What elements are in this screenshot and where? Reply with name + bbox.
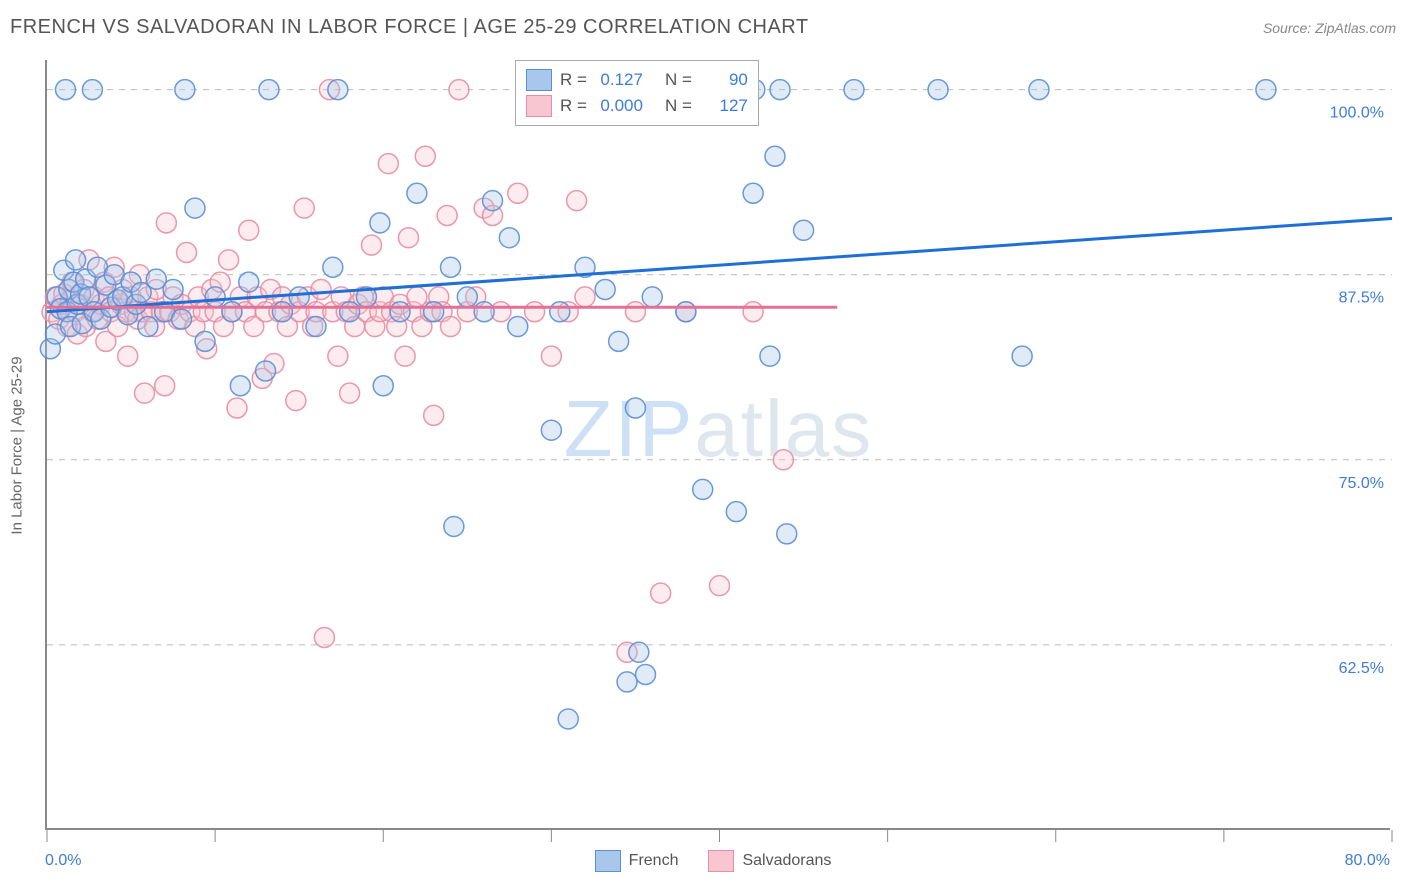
legend-label-french: French bbox=[629, 852, 679, 870]
stats-n-label: N = bbox=[665, 93, 692, 119]
swatch-salvadorans bbox=[526, 95, 552, 117]
legend-item-salvadorans: Salvadorans bbox=[708, 850, 831, 872]
x-axis-labels-row: 0.0% French Salvadorans 80.0% bbox=[45, 850, 1390, 872]
y-axis-label: In Labor Force | Age 25-29 bbox=[9, 356, 26, 534]
stats-n-label: N = bbox=[665, 67, 692, 93]
svg-text:87.5%: 87.5% bbox=[1339, 290, 1384, 307]
svg-text:100.0%: 100.0% bbox=[1330, 105, 1384, 122]
y-axis-label-container: In Labor Force | Age 25-29 bbox=[6, 60, 28, 830]
stats-r-label: R = bbox=[560, 67, 587, 93]
legend-swatch-french bbox=[595, 850, 621, 872]
legend-item-french: French bbox=[595, 850, 679, 872]
svg-text:75.0%: 75.0% bbox=[1339, 475, 1384, 492]
stats-n-val-salvadorans: 127 bbox=[700, 93, 748, 119]
plot-area: ZIPatlas 62.5%75.0%87.5%100.0% R = 0.127… bbox=[45, 60, 1390, 830]
legend-label-salvadorans: Salvadorans bbox=[742, 852, 831, 870]
swatch-french bbox=[526, 69, 552, 91]
stats-r-val-french: 0.127 bbox=[595, 67, 643, 93]
stats-n-val-french: 90 bbox=[700, 67, 748, 93]
legend-swatch-salvadorans bbox=[708, 850, 734, 872]
stats-row-salvadorans: R = 0.000 N = 127 bbox=[526, 93, 748, 119]
chart-title: FRENCH VS SALVADORAN IN LABOR FORCE | AG… bbox=[10, 16, 809, 39]
stats-box: R = 0.127 N = 90 R = 0.000 N = 127 bbox=[515, 60, 759, 126]
legend: French Salvadorans bbox=[595, 850, 832, 872]
chart-svg: 62.5% 75.0% 87.5% 100.0% bbox=[47, 60, 1390, 828]
stats-r-label: R = bbox=[560, 93, 587, 119]
stats-r-val-salvadorans: 0.000 bbox=[595, 93, 643, 119]
title-bar: FRENCH VS SALVADORAN IN LABOR FORCE | AG… bbox=[10, 16, 1396, 39]
chart-container: FRENCH VS SALVADORAN IN LABOR FORCE | AG… bbox=[0, 0, 1406, 892]
x-tick-label-max: 80.0% bbox=[1345, 852, 1390, 870]
stats-row-french: R = 0.127 N = 90 bbox=[526, 67, 748, 93]
x-tick-label-min: 0.0% bbox=[45, 852, 81, 870]
source-label: Source: ZipAtlas.com bbox=[1263, 20, 1396, 36]
svg-text:62.5%: 62.5% bbox=[1339, 660, 1384, 677]
